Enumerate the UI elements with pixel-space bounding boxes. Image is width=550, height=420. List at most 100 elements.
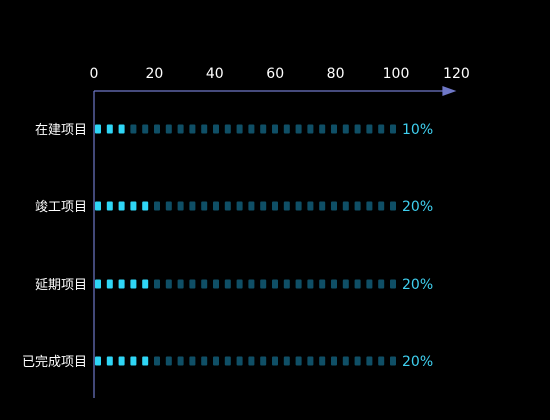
bar-segment-filled xyxy=(95,356,101,366)
bar-segment-empty xyxy=(272,124,278,134)
bar-segment-empty xyxy=(283,279,290,289)
category-label: 已完成项目 xyxy=(22,355,87,370)
bar-segment-empty xyxy=(177,279,184,289)
bar-segment-empty xyxy=(272,279,278,289)
bar-segment-empty xyxy=(201,356,208,366)
x-tick-label: 60 xyxy=(266,66,284,82)
bar-segment-empty xyxy=(213,201,219,211)
bar-segment-empty xyxy=(201,124,208,134)
bar-segment-empty xyxy=(248,279,255,289)
bar-segment-empty xyxy=(378,201,385,211)
x-tick-label: 20 xyxy=(145,66,163,82)
x-tick-label: 40 xyxy=(206,66,224,82)
bar-segment-filled xyxy=(106,124,113,134)
bar-segment-empty xyxy=(331,279,337,289)
x-tick-label: 80 xyxy=(327,66,345,82)
bar-segment-empty xyxy=(378,356,385,366)
bar-segment-empty xyxy=(236,124,243,134)
x-axis-arrow-icon xyxy=(442,86,457,96)
bar-segment-empty xyxy=(224,201,231,211)
bar-segment-empty xyxy=(154,124,160,134)
bar-segment-empty xyxy=(224,279,231,289)
bar-segment-empty xyxy=(307,201,314,211)
bar-segment-empty xyxy=(236,279,243,289)
bar-segment-empty xyxy=(295,201,302,211)
bar-segment-empty xyxy=(283,356,290,366)
bar-segment-empty xyxy=(130,124,137,134)
bar-segment-empty xyxy=(213,356,219,366)
bar-segment-empty xyxy=(236,201,243,211)
bar-segment-empty xyxy=(260,124,267,134)
bar-segment-empty xyxy=(189,124,196,134)
bar-segment-empty xyxy=(366,356,373,366)
bar-segment-filled xyxy=(95,124,101,134)
bar-segment-empty xyxy=(342,124,349,134)
bar-segment-empty xyxy=(213,279,219,289)
bar-segment-empty xyxy=(154,201,160,211)
bar-row: 延期项目 20% xyxy=(35,277,433,293)
bar-segment-empty xyxy=(154,279,160,289)
bar-segment-empty xyxy=(224,356,231,366)
bar-segment-empty xyxy=(354,279,361,289)
bar-segment-empty xyxy=(378,124,385,134)
bar-segment-empty xyxy=(260,356,267,366)
bar-segment-empty xyxy=(283,201,290,211)
bar-segment-filled xyxy=(95,279,101,289)
bar-row: 在建项目 10% xyxy=(35,122,433,138)
bar-segment-empty xyxy=(331,201,337,211)
bar-segment-empty xyxy=(189,279,196,289)
bar-segment-empty xyxy=(331,124,337,134)
bar-segment-filled xyxy=(142,279,149,289)
bar-segment-empty xyxy=(248,356,255,366)
bar-segment-empty xyxy=(390,356,396,366)
axes xyxy=(93,86,457,398)
bar-segment-empty xyxy=(272,201,278,211)
bar-segment-empty xyxy=(319,201,326,211)
bar-segment-filled xyxy=(130,201,137,211)
bar-segment-filled xyxy=(118,201,125,211)
bar-segment-empty xyxy=(283,124,290,134)
bar-segment-empty xyxy=(165,124,172,134)
bar-segment-empty xyxy=(319,356,326,366)
bar-row: 已完成项目 20% xyxy=(22,354,433,370)
bar-segment-empty xyxy=(248,201,255,211)
bar-segment-empty xyxy=(354,356,361,366)
bar-segment-empty xyxy=(142,124,149,134)
bar-segment-empty xyxy=(201,279,208,289)
bar-segment-filled xyxy=(106,201,113,211)
bar-segment-empty xyxy=(224,124,231,134)
x-axis-ticks: 0 20 40 60 80 100 120 xyxy=(90,66,470,82)
bar-segment-filled xyxy=(130,356,137,366)
bar-segment-filled xyxy=(118,356,125,366)
value-label: 10% xyxy=(402,122,433,138)
bar-segment-empty xyxy=(378,279,385,289)
bar-segment-empty xyxy=(189,201,196,211)
bar-segment-filled xyxy=(106,279,113,289)
bar-segment-empty xyxy=(307,356,314,366)
bar-segment-empty xyxy=(319,279,326,289)
bar-segment-empty xyxy=(342,279,349,289)
bar-segment-empty xyxy=(390,279,396,289)
bar-segment-empty xyxy=(154,356,160,366)
bar-segment-empty xyxy=(331,356,337,366)
x-tick-label: 100 xyxy=(383,66,410,82)
bar-segment-filled xyxy=(130,279,137,289)
x-tick-label: 120 xyxy=(443,66,470,82)
bar-segment-empty xyxy=(307,124,314,134)
bar-segment-empty xyxy=(354,124,361,134)
bar-segment-empty xyxy=(295,356,302,366)
bar-segment-filled xyxy=(106,356,113,366)
bar-segment-filled xyxy=(118,279,125,289)
bar-segment-empty xyxy=(165,279,172,289)
bar-segment-empty xyxy=(272,356,278,366)
bar-row: 竣工项目 20% xyxy=(35,199,433,215)
value-label: 20% xyxy=(402,354,433,370)
bar-segment-empty xyxy=(307,279,314,289)
category-label: 在建项目 xyxy=(35,123,87,138)
bar-segment-filled xyxy=(95,201,101,211)
bar-segment-empty xyxy=(260,279,267,289)
bar-segment-empty xyxy=(366,279,373,289)
bar-segment-empty xyxy=(354,201,361,211)
bar-segment-empty xyxy=(390,124,396,134)
bar-segment-empty xyxy=(260,201,267,211)
